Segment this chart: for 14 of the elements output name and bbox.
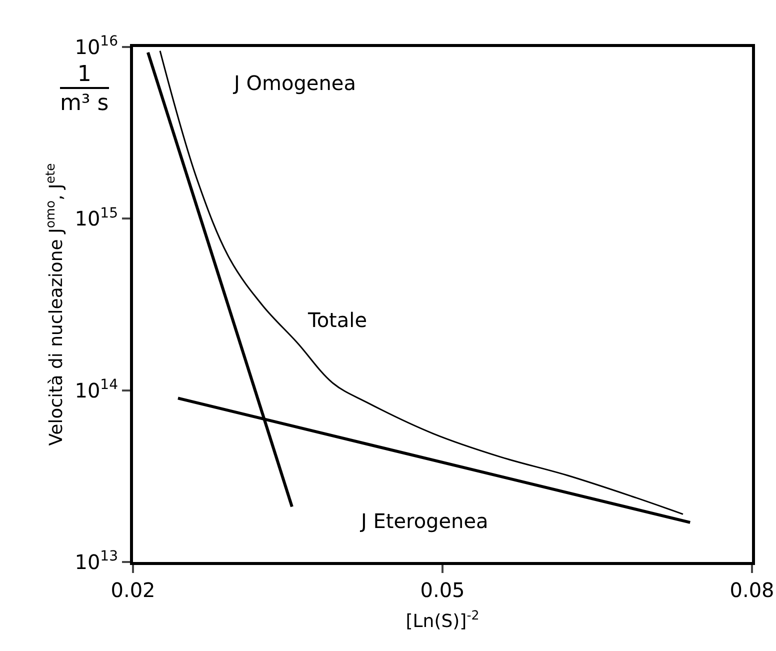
annotation: J Eterogenea (359, 509, 488, 533)
y-tick-label: 10$^{16}$ (74, 34, 118, 59)
text: m³ s (60, 87, 109, 117)
text: 1 (76, 62, 92, 88)
y-tick-label: 10$^{14}$ (74, 376, 118, 402)
x-tick-label: 0.08 (730, 578, 774, 602)
line-series (159, 50, 684, 515)
x-tick-label: 0.02 (110, 578, 156, 602)
x-tick-label: 0.05 (420, 578, 465, 602)
y-tick-label: 10$^{13}$ (74, 548, 118, 574)
annotation: J Omogenea (232, 71, 356, 95)
y-tick-label: 10$^{15}$ (74, 205, 118, 231)
annotation: Totale (307, 308, 368, 332)
x-axis-title: [Ln(S)]$^{-2}$ (406, 608, 480, 632)
